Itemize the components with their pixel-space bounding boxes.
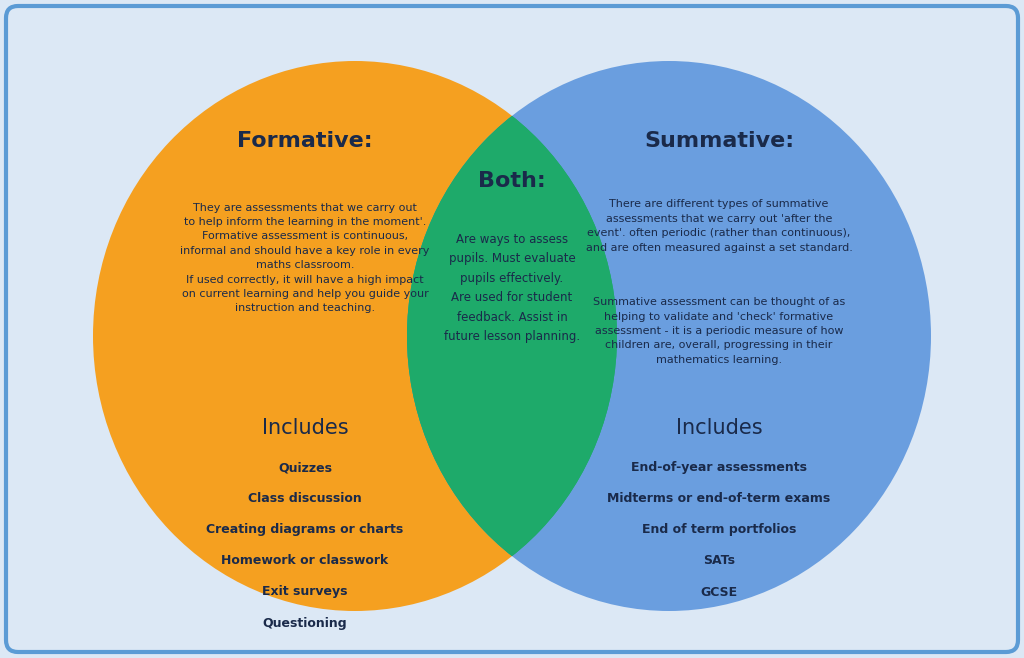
Text: Includes: Includes — [676, 418, 762, 438]
Text: Creating diagrams or charts: Creating diagrams or charts — [207, 524, 403, 536]
Text: Are ways to assess
pupils. Must evaluate
pupils effectively.
Are used for studen: Are ways to assess pupils. Must evaluate… — [444, 233, 580, 343]
Text: End-of-year assessments: End-of-year assessments — [631, 461, 807, 474]
Text: Includes: Includes — [262, 418, 348, 438]
Text: Class discussion: Class discussion — [248, 492, 361, 505]
Text: Formative:: Formative: — [238, 131, 373, 151]
Text: SATs: SATs — [703, 555, 735, 567]
Text: Homework or classwork: Homework or classwork — [221, 555, 389, 567]
Text: Midterms or end-of-term exams: Midterms or end-of-term exams — [607, 492, 830, 505]
Text: They are assessments that we carry out
to help inform the learning in the moment: They are assessments that we carry out t… — [180, 203, 430, 313]
Text: Exit surveys: Exit surveys — [262, 586, 348, 599]
Text: End of term portfolios: End of term portfolios — [642, 524, 797, 536]
Text: There are different types of summative
assessments that we carry out 'after the
: There are different types of summative a… — [586, 199, 852, 253]
Text: Summative assessment can be thought of as
helping to validate and 'check' format: Summative assessment can be thought of a… — [593, 297, 845, 365]
Ellipse shape — [407, 61, 931, 611]
Text: Questioning: Questioning — [263, 617, 347, 630]
Text: Both:: Both: — [478, 171, 546, 191]
Ellipse shape — [93, 61, 617, 611]
Text: Quizzes: Quizzes — [278, 461, 332, 474]
Text: GCSE: GCSE — [700, 586, 737, 599]
Ellipse shape — [407, 61, 931, 611]
Ellipse shape — [93, 61, 617, 611]
Text: Summative:: Summative: — [644, 131, 794, 151]
FancyBboxPatch shape — [6, 6, 1018, 652]
